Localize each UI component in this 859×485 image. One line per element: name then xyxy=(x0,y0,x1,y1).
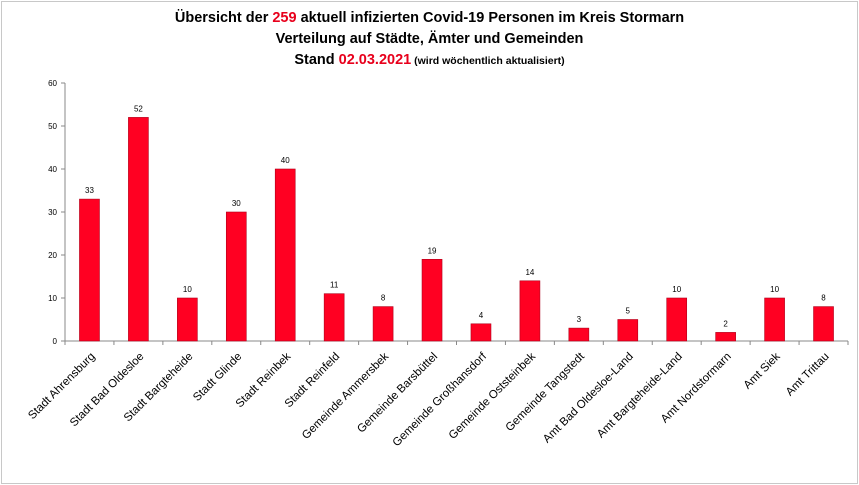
data-label: 33 xyxy=(85,186,94,195)
y-tick-label: 10 xyxy=(48,294,57,303)
category-label: Stadt Glinde xyxy=(191,351,244,404)
category-label: Gemeinde Barsbüttel xyxy=(355,351,440,436)
data-label: 11 xyxy=(330,281,339,290)
title-line-3: Stand 02.03.2021 (wird wöchentlich aktua… xyxy=(0,50,859,72)
bar xyxy=(666,297,688,342)
category-label: Gemeinde Großhansdorf xyxy=(391,350,490,449)
bar xyxy=(372,306,394,342)
category-label: Amt Siek xyxy=(742,350,783,391)
chart-title: Übersicht der 259 aktuell infizierten Co… xyxy=(0,8,859,72)
bar xyxy=(568,327,590,342)
data-label: 10 xyxy=(672,285,681,294)
title-line1-post: aktuell infizierten Covid-19 Personen im… xyxy=(296,10,685,26)
data-label: 4 xyxy=(479,311,484,320)
y-tick-label: 0 xyxy=(53,337,58,346)
data-label: 52 xyxy=(134,104,143,113)
category-label: Gemeinde Ammersbek xyxy=(300,350,391,441)
title-line1-pre: Übersicht der xyxy=(174,10,273,26)
bar xyxy=(617,319,639,342)
bar xyxy=(715,332,736,342)
bar xyxy=(470,323,492,342)
bar xyxy=(274,168,296,342)
bar xyxy=(177,297,198,342)
bar xyxy=(813,306,834,342)
title-line-1: Übersicht der 259 aktuell infizierten Co… xyxy=(0,8,859,29)
data-label: 3 xyxy=(577,315,582,324)
data-label: 8 xyxy=(381,294,386,303)
y-tick-label: 50 xyxy=(48,122,57,131)
data-label: 2 xyxy=(723,319,728,328)
bar xyxy=(421,258,443,342)
category-label: Amt Bad Oldesloe-Land xyxy=(541,351,636,446)
bar xyxy=(225,211,247,342)
data-label: 40 xyxy=(281,156,290,165)
data-label: 14 xyxy=(525,268,534,277)
y-tick-label: 30 xyxy=(48,208,57,217)
category-label: Amt Bargteheide-Land xyxy=(595,351,685,441)
bar xyxy=(79,198,100,342)
data-label: 10 xyxy=(183,285,192,294)
category-label: Gemeinde Oststeinbek xyxy=(447,350,538,441)
stand-date: 02.03.2021 xyxy=(338,52,412,68)
data-label: 30 xyxy=(232,199,241,208)
y-tick-label: 40 xyxy=(48,165,57,174)
update-note: (wird wöchentlich aktualisiert) xyxy=(411,55,565,67)
data-label: 19 xyxy=(428,246,437,255)
y-tick-label: 20 xyxy=(48,251,57,260)
data-label: 10 xyxy=(770,285,779,294)
data-label: 5 xyxy=(626,307,631,316)
bar xyxy=(519,280,541,342)
infected-count: 259 xyxy=(272,10,297,26)
bar xyxy=(764,297,785,342)
title-line3-pre: Stand xyxy=(294,52,339,68)
bar xyxy=(128,117,149,342)
bar xyxy=(323,293,345,342)
data-label: 8 xyxy=(821,294,826,303)
y-tick-label: 60 xyxy=(48,79,57,88)
title-line-2: Verteilung auf Städte, Ämter und Gemeind… xyxy=(275,31,584,47)
category-label: Amt Trittau xyxy=(784,351,832,399)
